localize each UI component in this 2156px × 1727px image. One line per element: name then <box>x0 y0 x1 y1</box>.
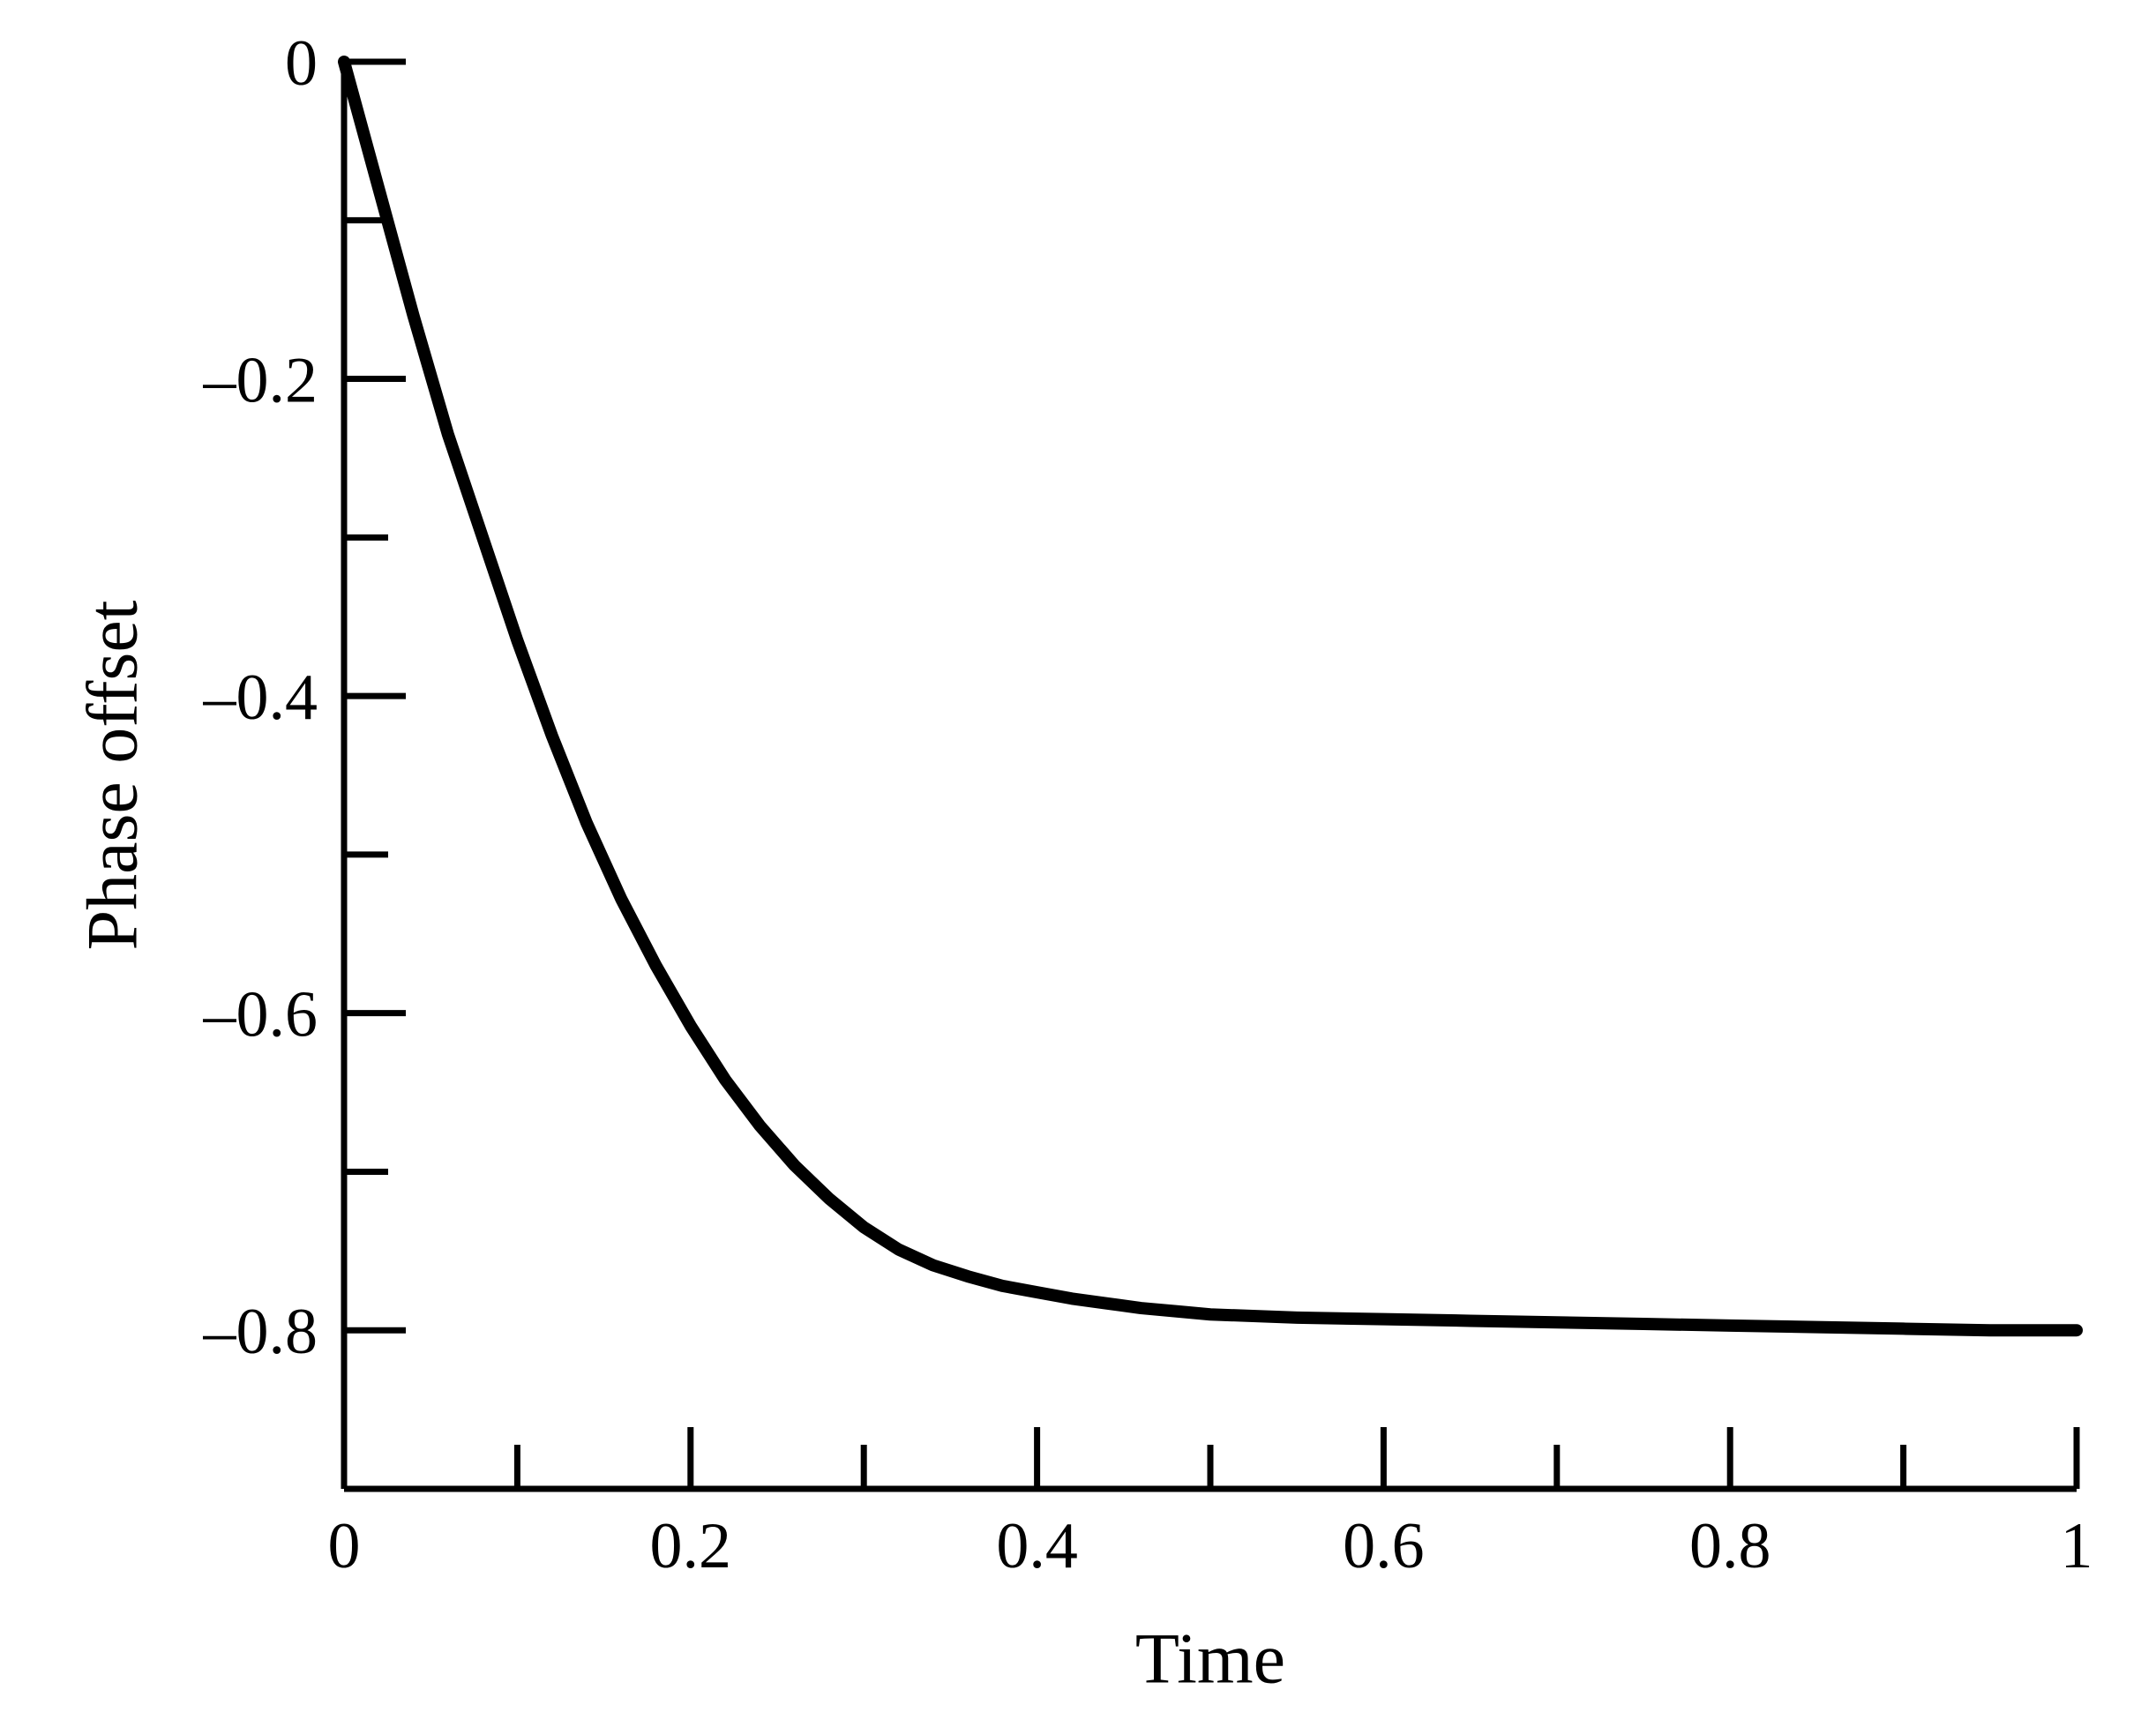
x-axis-title: Time <box>1135 1619 1285 1699</box>
x-tick-label: 0.6 <box>1343 1510 1425 1582</box>
series-phase-offset <box>344 62 2077 1330</box>
x-tick-label: 0.8 <box>1689 1510 1771 1582</box>
y-axis-title: Phase offset <box>72 600 153 950</box>
phase-offset-chart: 0 0.2 0.4 0.6 0.8 1 Time 0 –0.2 –0.4 –0.6 –0.8 Phase… <box>0 0 2156 1727</box>
y-tick-label: –0.8 <box>203 1296 318 1368</box>
y-tick-label: –0.2 <box>203 344 318 416</box>
x-tick-label: 0 <box>328 1510 361 1582</box>
x-tick-label: 0.4 <box>996 1510 1078 1582</box>
x-tick-label: 0.2 <box>650 1510 732 1582</box>
y-tick-label: 0 <box>285 27 318 100</box>
x-tick-label: 1 <box>2061 1510 2093 1582</box>
y-tick-label: –0.4 <box>203 662 318 734</box>
y-tick-label: –0.6 <box>203 979 318 1051</box>
